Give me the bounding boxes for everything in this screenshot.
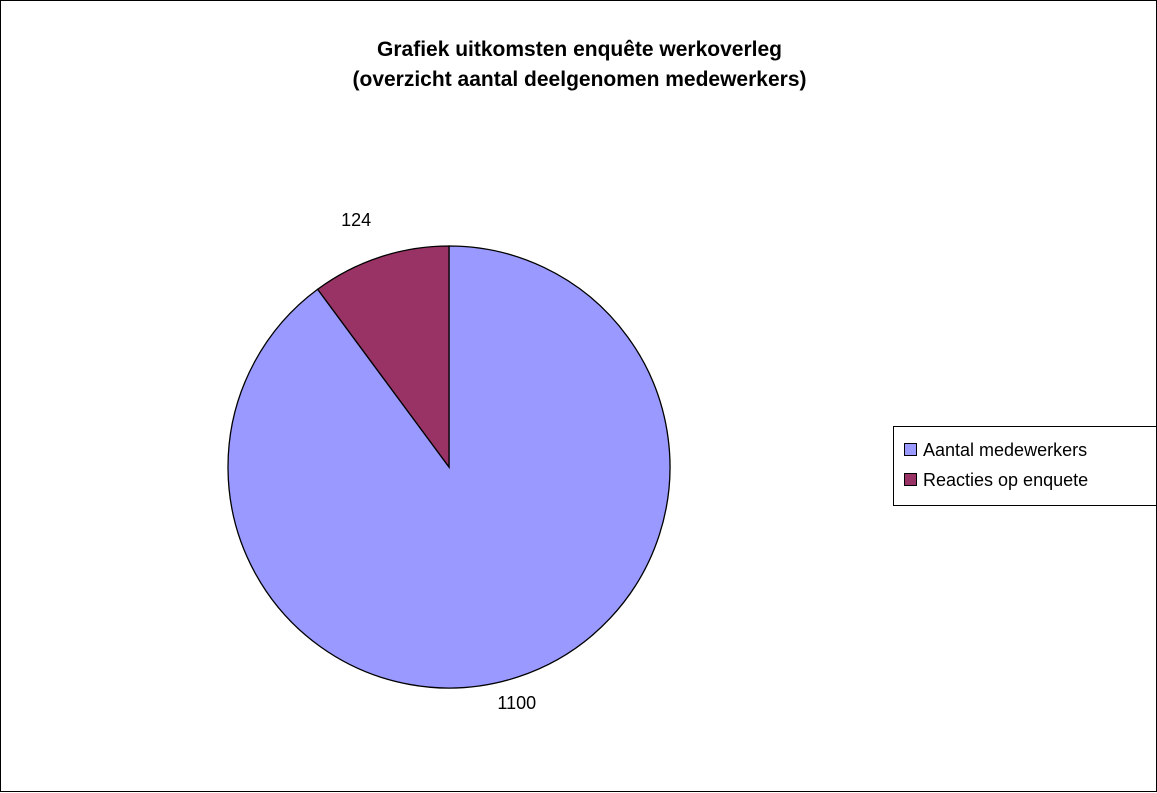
data-label-aantal-medewerkers: 1100: [497, 692, 537, 713]
chart-title-line-2: (overzicht aantal deelgenomen medewerker…: [352, 68, 807, 91]
legend: Aantal medewerkers Reacties op enquete: [893, 426, 1157, 506]
data-label-reacties-op-enquete: 124: [341, 210, 372, 230]
legend-item-aantal-medewerkers: Aantal medewerkers: [904, 438, 1087, 462]
chart-title-line-1: Grafiek uitkomsten enquête werkoverleg: [377, 38, 782, 61]
legend-swatch-aantal-medewerkers: [904, 442, 917, 456]
legend-item-reacties-op-enquete: Reacties op enquete: [904, 468, 1088, 492]
legend-swatch-reacties-op-enquete: [904, 472, 917, 486]
legend-label-reacties-op-enquete: Reacties op enquete: [923, 470, 1089, 490]
chart-title: Grafiek uitkomsten enquête werkoverleg (…: [1, 35, 1157, 95]
pie-slice-reacties-op-enquete: [316, 245, 450, 469]
legend-label-aantal-medewerkers: Aantal medewerkers: [923, 440, 1088, 460]
pie-slices: [227, 245, 671, 689]
